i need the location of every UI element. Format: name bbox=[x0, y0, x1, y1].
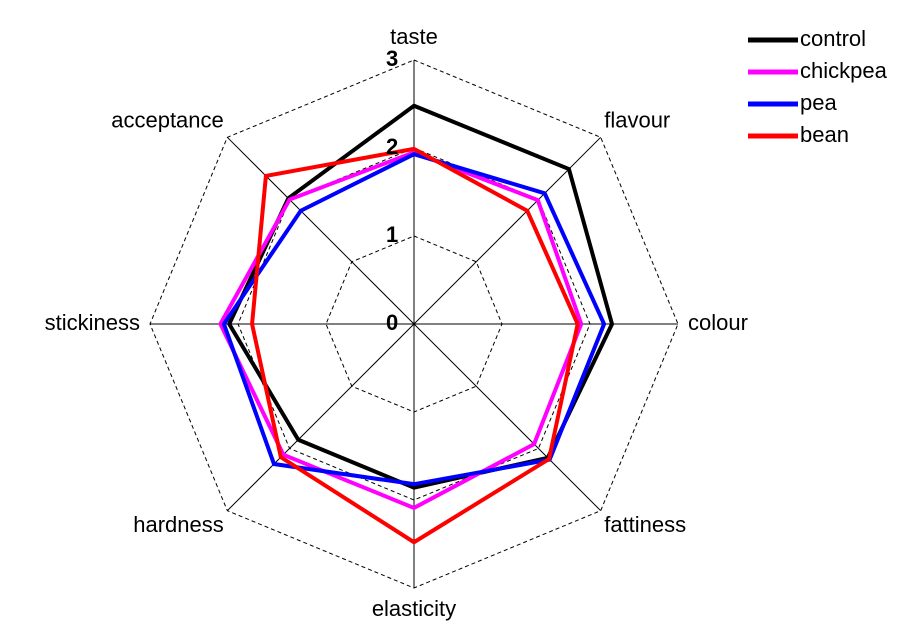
axis-label: taste bbox=[390, 24, 438, 49]
series-line bbox=[250, 146, 580, 545]
series-line bbox=[218, 150, 584, 511]
r-tick-label: 0 bbox=[386, 310, 398, 335]
axis-label: acceptance bbox=[111, 108, 224, 133]
axis-label: colour bbox=[688, 310, 748, 335]
legend-label: pea bbox=[800, 90, 837, 115]
legend-label: bean bbox=[800, 122, 849, 147]
r-tick-label: 2 bbox=[386, 134, 398, 159]
grid-ring bbox=[237, 147, 591, 501]
axis-label: fattiness bbox=[604, 512, 686, 537]
series-line bbox=[221, 152, 607, 487]
spoke bbox=[413, 323, 602, 512]
axis-label: elasticity bbox=[372, 596, 456, 621]
r-tick-label: 1 bbox=[386, 222, 398, 247]
axis-label: stickiness bbox=[45, 310, 140, 335]
legend-label: chickpea bbox=[800, 58, 888, 83]
axis-label: hardness bbox=[133, 512, 224, 537]
legend-label: control bbox=[800, 26, 866, 51]
axis-label: flavour bbox=[604, 108, 670, 133]
spoke bbox=[226, 136, 415, 325]
r-tick-label: 3 bbox=[386, 46, 398, 71]
spoke bbox=[226, 323, 415, 512]
